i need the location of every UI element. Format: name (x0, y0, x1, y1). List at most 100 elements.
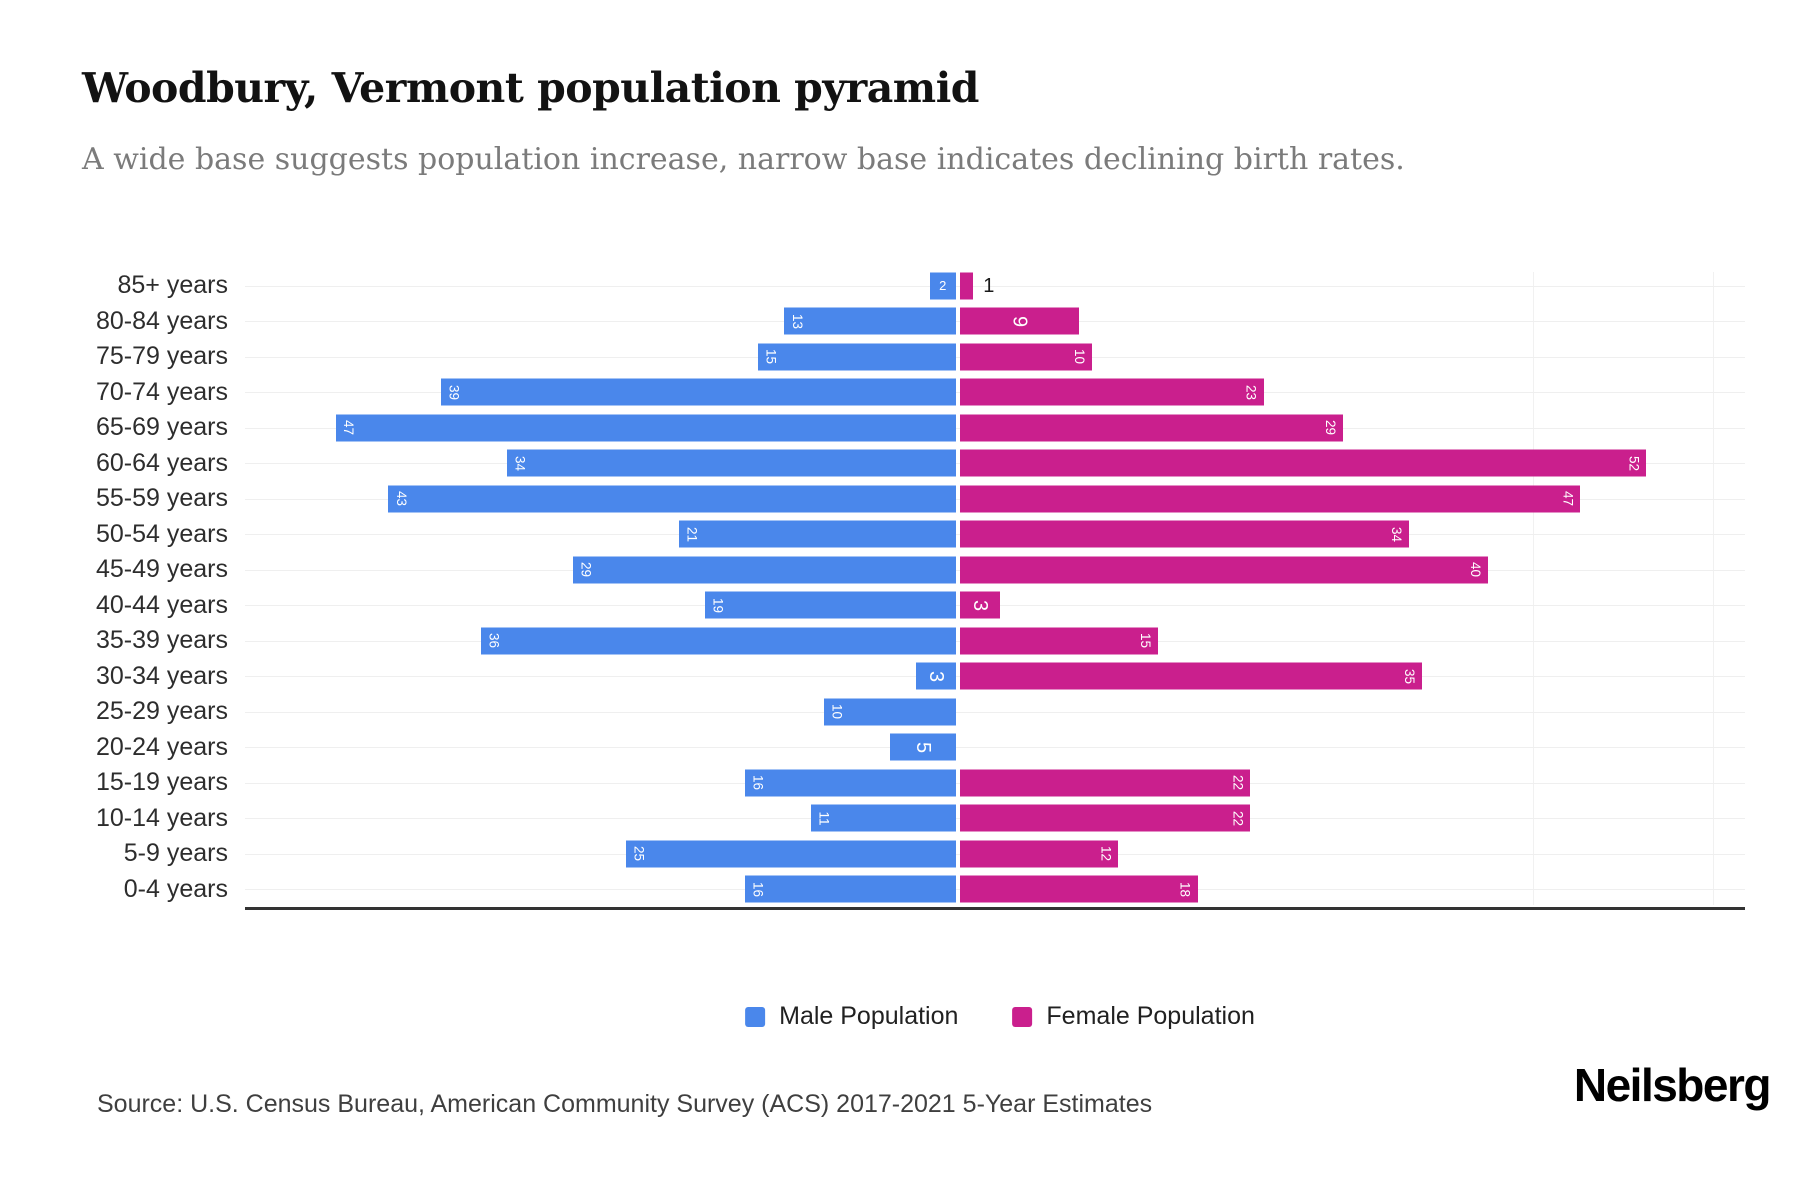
legend: Male Population Female Population (745, 1002, 1255, 1031)
female-value-label: 35 (1402, 668, 1417, 684)
female-cell: 35 (960, 659, 1800, 695)
male-cell: 21 (245, 517, 958, 553)
female-value-label: 1 (983, 274, 995, 297)
male-bar: 21 (678, 520, 956, 548)
age-label: 65-69 years (95, 413, 228, 441)
female-value-label: 10 (1072, 349, 1087, 365)
legend-item-female[interactable]: Female Population (1012, 1002, 1255, 1031)
age-label: 85+ years (117, 271, 229, 299)
pyramid-row: 70-74 years 39 23 (0, 375, 1800, 411)
female-bar: 29 (960, 414, 1343, 442)
female-bar: 22 (960, 769, 1251, 797)
female-value-label: 15 (1138, 633, 1153, 649)
female-bar: 47 (960, 485, 1581, 513)
age-label: 60-64 years (95, 448, 228, 477)
male-cell: 3 (245, 659, 958, 695)
pyramid-row: 80-84 years 13 9 (0, 304, 1800, 340)
male-bar: 11 (810, 804, 956, 832)
female-cell: 9 (960, 304, 1800, 340)
row-gridline (245, 747, 1745, 749)
legend-item-male[interactable]: Male Population (745, 1002, 958, 1031)
pyramid-row: 45-49 years 29 40 (0, 552, 1800, 588)
male-bar: 39 (441, 378, 956, 406)
female-value-label: 22 (1230, 775, 1246, 791)
male-bar: 19 (705, 591, 956, 619)
brand-logo: Neilsberg (1573, 1059, 1772, 1111)
male-value-label: 5 (912, 741, 934, 753)
female-cell: 23 (960, 375, 1800, 411)
male-value-label: 11 (816, 811, 832, 826)
age-label: 5-9 years (123, 839, 228, 867)
female-cell: 1 (960, 268, 1800, 304)
male-bar: 34 (507, 449, 956, 477)
female-cell: 22 (960, 801, 1800, 837)
male-bar: 43 (388, 485, 956, 513)
row-gridline (245, 285, 1745, 287)
female-value-label: 22 (1230, 810, 1246, 826)
female-cell: 12 (960, 836, 1800, 872)
female-bar: 40 (960, 556, 1488, 584)
male-bar: 13 (784, 307, 956, 335)
female-bar: 12 (960, 840, 1119, 868)
male-value-label: 3 (925, 670, 948, 682)
female-bar: 15 (960, 627, 1158, 655)
female-legend-swatch (1012, 1006, 1033, 1027)
male-bar: 10 (824, 698, 956, 726)
page-title: Woodbury, Vermont population pyramid (82, 64, 979, 112)
male-cell: 10 (245, 694, 958, 730)
female-cell: 3 (960, 588, 1800, 624)
female-bar (960, 272, 974, 300)
male-cell: 47 (245, 410, 958, 446)
male-value-label: 2 (939, 278, 947, 294)
pyramid-row: 50-54 years 21 34 (0, 517, 1800, 553)
female-value-label: 47 (1560, 491, 1576, 507)
male-bar: 47 (335, 414, 956, 442)
male-legend-label: Male Population (779, 1002, 959, 1030)
pyramid-row: 15-19 years 16 22 (0, 765, 1800, 801)
pyramid-rows: 85+ years 2 1 80-84 years 13 9 75-79 years 15 10… (0, 268, 1800, 907)
female-cell: 34 (960, 517, 1800, 553)
female-bar: 9 (960, 307, 1079, 335)
male-cell: 2 (245, 268, 958, 304)
female-cell: 52 (960, 446, 1800, 482)
female-cell: 10 (960, 339, 1800, 375)
age-label: 35-39 years (95, 626, 228, 654)
male-bar: 3 (916, 662, 956, 690)
male-cell: 43 (245, 481, 958, 517)
page-subtitle: A wide base suggests population increase… (82, 142, 1405, 177)
female-cell (960, 730, 1800, 766)
female-value-label: 52 (1626, 455, 1642, 471)
age-label: 20-24 years (95, 732, 228, 761)
age-label: 70-74 years (95, 377, 228, 406)
pyramid-row: 55-59 years 43 47 (0, 481, 1800, 517)
age-label: 75-79 years (95, 342, 228, 370)
female-bar: 3 (960, 591, 1000, 619)
x-axis-line (245, 907, 1745, 910)
source-attribution: Source: U.S. Census Bureau, American Com… (97, 1090, 1153, 1118)
female-value-label: 29 (1322, 420, 1338, 436)
age-label: 15-19 years (95, 768, 228, 796)
male-bar: 25 (626, 840, 956, 868)
female-cell: 40 (960, 552, 1800, 588)
age-label: 25-29 years (95, 697, 228, 725)
male-value-label: 15 (763, 349, 779, 365)
male-value-label: 39 (446, 384, 462, 400)
male-legend-swatch (745, 1006, 766, 1027)
male-value-label: 36 (486, 633, 502, 649)
age-label: 10-14 years (95, 803, 228, 832)
pyramid-row: 25-29 years 10 (0, 694, 1800, 730)
pyramid-row: 0-4 years 16 18 (0, 872, 1800, 908)
female-bar: 52 (960, 449, 1647, 477)
male-cell: 16 (245, 872, 958, 908)
male-value-label: 19 (710, 597, 726, 613)
male-bar: 36 (480, 627, 956, 655)
male-bar: 16 (744, 875, 956, 903)
male-cell: 25 (245, 836, 958, 872)
age-label: 50-54 years (95, 519, 228, 548)
female-value-label: 3 (968, 599, 991, 611)
vertical-gridline (1533, 272, 1534, 905)
female-value-label: 9 (1008, 315, 1031, 327)
pyramid-row: 20-24 years 5 (0, 730, 1800, 766)
male-bar: 5 (890, 733, 956, 761)
male-value-label: 13 (789, 313, 805, 329)
